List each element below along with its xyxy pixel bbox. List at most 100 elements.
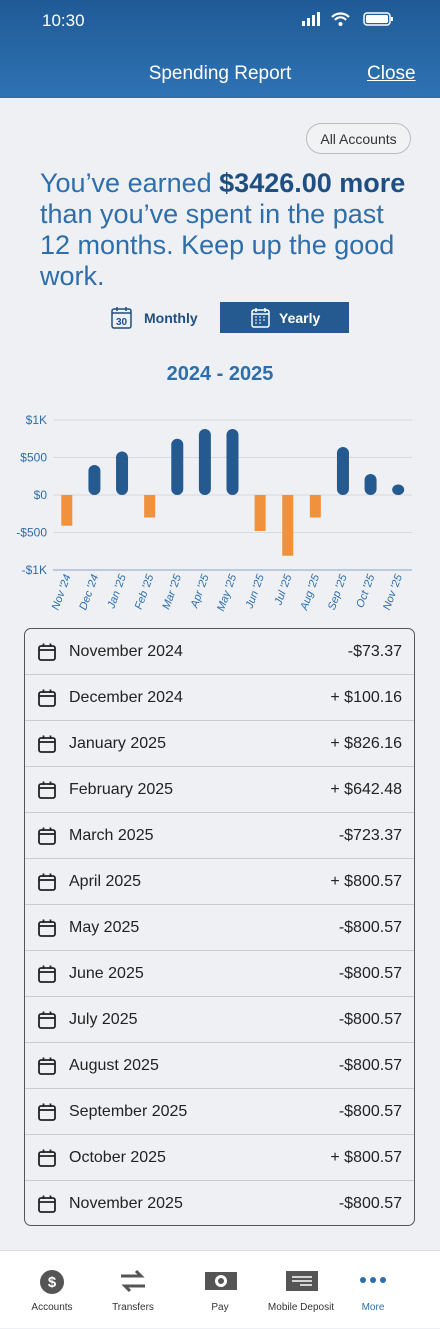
month-list: November 2024 -$73.37 December 2024 + $100.… — [24, 628, 415, 1226]
message-text: You’ve earned — [40, 168, 220, 198]
calendar-icon — [38, 643, 56, 661]
calendar-body — [38, 1197, 56, 1213]
month-row[interactable]: May 2025 -$800.57 — [25, 905, 414, 951]
yearly-toggle[interactable]: Yearly — [220, 302, 349, 333]
month-amount: -$800.57 — [338, 1195, 402, 1212]
calendar-icon — [38, 1195, 56, 1213]
x-tick-label: Dec '24 — [77, 573, 101, 612]
nav-label: Transfers — [112, 1302, 154, 1313]
month-label: October 2025 — [69, 1148, 166, 1166]
accounts-icon: $ — [40, 1270, 64, 1294]
calendar-icon: 30 — [111, 306, 132, 329]
month-label: September 2025 — [69, 1102, 188, 1120]
month-row[interactable]: November 2025 -$800.57 — [25, 1181, 414, 1225]
month-row[interactable]: December 2024 + $100.16 — [25, 675, 414, 721]
calendar-icon — [38, 689, 56, 707]
month-label: January 2025 — [69, 734, 166, 752]
y-tick-label: $1K — [26, 413, 47, 427]
calendar-body — [38, 690, 56, 707]
calendar-icon — [38, 873, 56, 891]
nav-transfers[interactable]: Transfers — [89, 1251, 177, 1329]
nav-accounts[interactable]: $ Accounts — [8, 1251, 96, 1329]
month-label: March 2025 — [69, 826, 154, 844]
month-amount: + $100.16 — [330, 688, 402, 706]
x-tick-label: Nov '25 — [381, 572, 405, 612]
bottom-nav: $ Accounts Transfers Pay Mobile Deposit M… — [0, 1250, 440, 1328]
calendar-body — [38, 874, 56, 891]
nav-pay[interactable]: Pay — [176, 1251, 264, 1329]
month-row[interactable]: September 2025 -$800.57 — [25, 1089, 414, 1135]
bar — [171, 438, 184, 495]
month-label: July 2025 — [69, 1010, 138, 1028]
chart-title: 2024 - 2025 — [166, 363, 274, 385]
month-row[interactable]: August 2025 -$800.57 — [25, 1043, 414, 1089]
x-tick-label: Sep '25 — [326, 572, 350, 612]
nav-mobile-deposit[interactable]: Mobile Deposit — [257, 1251, 345, 1329]
status-time: 10:30 — [42, 11, 85, 30]
nav-more[interactable]: More — [329, 1251, 417, 1329]
month-amount: -$800.57 — [338, 1010, 402, 1028]
calendar-body — [38, 736, 56, 753]
month-amount: + $800.57 — [330, 872, 402, 890]
month-amount: + $826.16 — [330, 734, 402, 752]
monthly-toggle[interactable]: 30 Monthly — [110, 302, 210, 333]
header-title: Spending Report — [148, 63, 292, 84]
month-row[interactable]: April 2025 + $800.57 — [25, 859, 414, 905]
calendar-icon — [251, 307, 270, 328]
calendar-icon — [38, 1149, 56, 1167]
bar — [116, 451, 129, 495]
account-filter[interactable]: All Accounts — [306, 123, 411, 154]
x-tick-label: Mar '25 — [160, 572, 184, 611]
month-amount: + $642.48 — [330, 780, 402, 798]
calendar-icon — [38, 827, 56, 845]
y-tick-label: -$1K — [22, 563, 47, 577]
yearly-label: Yearly — [279, 309, 321, 326]
month-label: August 2025 — [69, 1056, 159, 1074]
y-tick-label: $0 — [34, 488, 48, 502]
month-row[interactable]: February 2025 + $642.48 — [25, 767, 414, 813]
month-label: May 2025 — [69, 918, 140, 936]
month-row[interactable]: June 2025 -$800.57 — [25, 951, 414, 997]
month-row[interactable]: January 2025 + $826.16 — [25, 721, 414, 767]
x-tick-label: May '25 — [215, 572, 240, 613]
bar — [144, 495, 156, 518]
month-row[interactable]: July 2025 -$800.57 — [25, 997, 414, 1043]
month-amount: -$800.57 — [338, 1102, 402, 1120]
calendar-day: 30 — [116, 317, 128, 328]
header: 10:30 Spending Report Close — [0, 0, 440, 98]
month-label: June 2025 — [69, 964, 144, 982]
bar — [309, 495, 321, 518]
bar — [392, 484, 405, 495]
month-label: December 2024 — [69, 688, 183, 706]
calendar-body — [38, 1012, 56, 1029]
nav-label: Mobile Deposit — [267, 1302, 335, 1313]
x-tick-label: Feb '25 — [133, 572, 157, 611]
month-amount: -$800.57 — [338, 918, 402, 936]
calendar-icon — [38, 1057, 56, 1075]
transfers-icon — [121, 1269, 145, 1293]
x-tick-label: Apr '25 — [188, 572, 212, 610]
month-row[interactable]: October 2025 + $800.57 — [25, 1135, 414, 1181]
calendar-icon — [38, 781, 56, 799]
chart: -$1K -$500 $0 $500 $1K Nov '24 Dec '24 Jan '25 F… — [16, 413, 412, 613]
bar — [254, 495, 266, 531]
month-row[interactable]: November 2024 -$73.37 — [25, 629, 414, 675]
x-tick-label: Jul '25 — [272, 572, 295, 607]
nav-label: Accounts — [31, 1302, 73, 1313]
bar — [61, 495, 73, 526]
y-tick-label: -$500 — [16, 526, 47, 540]
bar — [282, 495, 294, 556]
calendar-icon — [38, 1103, 56, 1121]
more-icon — [360, 1277, 386, 1283]
bar — [364, 474, 377, 495]
calendar-body — [38, 828, 56, 845]
calendar-body — [38, 1058, 56, 1075]
month-row[interactable]: March 2025 -$723.37 — [25, 813, 414, 859]
bar — [226, 429, 239, 495]
x-tick-label: Nov '24 — [50, 573, 74, 612]
calendar-body — [38, 1104, 56, 1121]
calendar-body — [38, 1150, 56, 1167]
x-tick-label: Jun '25 — [243, 572, 267, 611]
close-button[interactable]: Close — [367, 63, 416, 84]
calendar-icon — [38, 1011, 56, 1029]
